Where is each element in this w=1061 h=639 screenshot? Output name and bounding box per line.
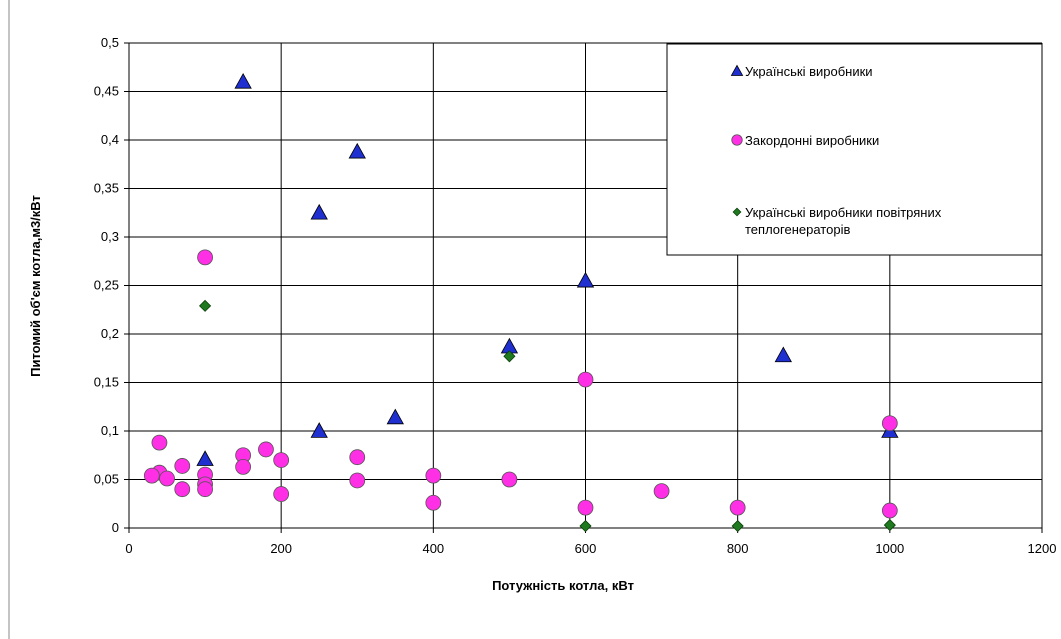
y-axis-title: Питомий об'єм котла,м3/кВт xyxy=(28,195,43,377)
circle-point xyxy=(577,371,594,388)
diamond-point xyxy=(883,519,896,532)
circle-point xyxy=(577,499,594,516)
legend: Українські виробники Закордонні виробники… xyxy=(666,43,1043,256)
circle-point xyxy=(197,481,213,498)
legend-marker xyxy=(732,207,742,217)
x-tick-label: 800 xyxy=(727,541,749,556)
circle-point xyxy=(653,483,670,500)
triangle-point xyxy=(196,450,214,466)
triangle-point xyxy=(386,408,404,425)
circle-point xyxy=(881,502,898,519)
x-axis-title: Потужність котла, кВт xyxy=(492,578,634,593)
circle-point xyxy=(273,452,290,469)
triangle-point xyxy=(310,422,328,438)
triangle-point xyxy=(310,203,328,220)
y-tick-label: 0,05 xyxy=(94,472,119,487)
y-tick-label: 0,25 xyxy=(94,278,119,293)
x-tick-label: 600 xyxy=(575,541,597,556)
y-tick-label: 0,2 xyxy=(101,326,119,341)
legend-label: Українські виробники xyxy=(745,64,873,79)
y-tick-label: 0 xyxy=(112,520,119,535)
circle-point xyxy=(425,494,442,511)
x-axis-ticks: 0 200 400 600 800 1000 1200 xyxy=(125,541,1056,556)
circle-point xyxy=(349,449,366,466)
y-tick-label: 0,15 xyxy=(94,375,119,390)
triangle-point xyxy=(774,346,792,363)
legend-marker xyxy=(730,64,744,76)
circle-point xyxy=(501,471,518,488)
y-tick-label: 0,5 xyxy=(101,35,119,50)
y-tick-label: 0,4 xyxy=(101,132,119,147)
legend-box xyxy=(666,43,1043,256)
circle-point xyxy=(159,470,175,487)
x-tick-label: 200 xyxy=(270,541,292,556)
circle-point xyxy=(881,415,898,432)
triangle-point xyxy=(348,142,366,159)
data-points xyxy=(143,72,899,533)
legend-label: теплогенераторів xyxy=(745,222,850,237)
x-tick-label: 0 xyxy=(125,541,132,556)
diamond-point xyxy=(503,350,516,363)
circle-point xyxy=(174,458,191,474)
legend-label: Українські виробники повітряних xyxy=(745,205,942,220)
circle-point xyxy=(151,434,168,451)
legend-label: Закордонні виробники xyxy=(745,133,879,148)
y-tick-label: 0,3 xyxy=(101,229,119,244)
diamond-point xyxy=(579,519,592,533)
legend-marker xyxy=(731,134,743,146)
circle-point xyxy=(729,499,746,516)
circle-point xyxy=(143,467,160,484)
circle-point xyxy=(197,249,213,266)
circle-point xyxy=(425,467,442,484)
circle-point xyxy=(235,458,252,475)
x-tick-label: 1000 xyxy=(875,541,904,556)
circle-point xyxy=(174,481,191,498)
y-tick-label: 0,1 xyxy=(101,423,119,438)
y-axis-ticks: 0 0,05 0,1 0,15 0,2 0,25 0,3 0,35 0,4 0,45 0,5 xyxy=(94,35,119,535)
x-tick-label: 1200 xyxy=(1028,541,1057,556)
circle-point xyxy=(258,441,274,458)
diamond-point xyxy=(731,519,744,533)
y-tick-label: 0,45 xyxy=(94,84,119,99)
circle-point xyxy=(273,486,290,502)
x-tick-label: 400 xyxy=(422,541,444,556)
y-tick-label: 0,35 xyxy=(94,181,119,196)
triangle-point xyxy=(576,271,595,288)
circle-point xyxy=(349,472,366,489)
triangle-point xyxy=(234,72,252,89)
diamond-point xyxy=(199,299,212,312)
